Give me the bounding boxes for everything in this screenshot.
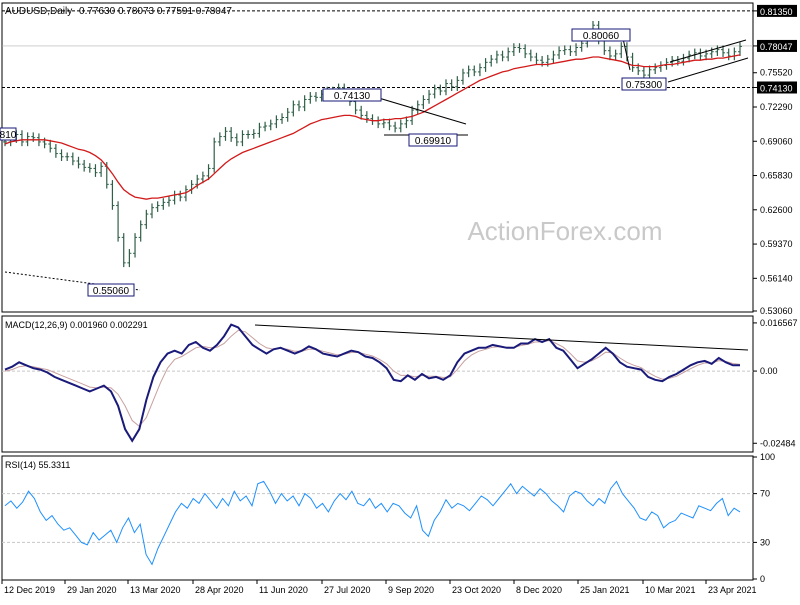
rsi-label: RSI(14) 55.3311 xyxy=(5,460,70,470)
ohlc-header: 0.77630 0.78073 0.77591 0.78047 xyxy=(79,6,232,17)
price-tick-label: 0.65830 xyxy=(760,171,793,181)
price-title: AUDUSD,Daily 0.77630 0.78073 0.77591 0.7… xyxy=(5,6,232,17)
macd-trendline xyxy=(254,324,749,351)
price-tag-bg xyxy=(757,81,797,94)
x-tick-label: 8 Dec 2020 xyxy=(516,585,562,595)
annotation-box-5 xyxy=(0,127,17,141)
macd-label: MACD(12,26,9) 0.001960 0.002291 xyxy=(5,320,148,330)
macd-signal-line xyxy=(4,329,741,428)
x-tick-label: 27 Jul 2020 xyxy=(324,585,371,595)
watermark-text: ActionForex.com xyxy=(467,216,662,246)
price-tag-label: 0.81350 xyxy=(760,7,793,17)
price-tag-label: 0.78047 xyxy=(760,42,793,52)
x-tick-label: 23 Oct 2020 xyxy=(452,585,501,595)
sma-line xyxy=(4,54,741,200)
rsi-tick-label: 100 xyxy=(760,452,775,462)
price-tick-label: 0.56140 xyxy=(760,273,793,283)
price-panel-frame xyxy=(1,2,754,313)
rsi-tick-label: 70 xyxy=(760,489,770,499)
macd-tick-label: 0.00 xyxy=(760,366,778,376)
rsi-tick-label: 30 xyxy=(760,537,770,547)
x-axis: 12 Dec 2019 29 Jan 2020 13 Mar 2020 28 Apr … xyxy=(1,580,757,595)
macd-main-line xyxy=(4,323,740,443)
price-tag-bg xyxy=(757,4,797,17)
triangle-upper-line xyxy=(371,95,467,125)
price-tick-label: 0.62600 xyxy=(760,205,793,215)
rsi-gridlines xyxy=(2,493,753,543)
price-tick-label: 0.69060 xyxy=(760,136,793,146)
annotation-label-2: 0.75300 xyxy=(626,80,663,91)
x-tick-label: 11 Jun 2020 xyxy=(259,585,308,595)
annotation-box-3 xyxy=(408,133,458,147)
macd-panel-frame xyxy=(1,315,754,453)
macd-tick-label: 0.016567 xyxy=(760,318,798,328)
x-tick-label: 13 Mar 2020 xyxy=(130,585,181,595)
annotation-label-3: 0.69910 xyxy=(415,136,452,147)
price-drawings: 0.80060 0.74130 0.75300 0.69910 0.55060 810 xyxy=(0,28,749,297)
price-tick-label: 0.59370 xyxy=(760,239,793,249)
price-tag-label: 0.74130 xyxy=(760,83,793,93)
annotation-label-0: 0.80060 xyxy=(583,31,620,42)
x-tick-label: 12 Dec 2019 xyxy=(4,585,55,595)
x-tick-label: 28 Apr 2020 xyxy=(195,585,244,595)
rsi-line xyxy=(4,480,741,566)
symbol-label: AUDUSD,Daily xyxy=(5,6,72,17)
price-tick-label: 0.53060 xyxy=(760,306,793,316)
rsi-panel-frame xyxy=(1,455,754,581)
x-tick-label: 10 Mar 2021 xyxy=(645,585,696,595)
x-tick-label: 23 Apr 2021 xyxy=(708,585,757,595)
price-gridlines xyxy=(2,10,753,88)
price-tick-label: 0.75520 xyxy=(760,68,793,78)
price-y-axis: 0.81350 0.78047 0.75520 0.74130 0.72290 0.690… xyxy=(753,4,797,316)
annotation-label-4: 0.55060 xyxy=(93,286,130,297)
channel-lower-line xyxy=(667,57,749,83)
annotation-box-4 xyxy=(87,283,135,297)
rsi-y-axis: 100 70 30 0 xyxy=(753,452,775,584)
price-tick-label: 0.72290 xyxy=(760,102,793,112)
macd-tick-label: -0.02484 xyxy=(760,438,796,448)
x-tick-label: 25 Jan 2021 xyxy=(580,585,630,595)
annotation-label-1: 0.74130 xyxy=(334,91,371,102)
annotation-box-2 xyxy=(621,77,667,91)
annotation-box-1 xyxy=(322,88,382,102)
x-tick-label: 9 Sep 2020 xyxy=(388,585,434,595)
annotation-box-0 xyxy=(571,28,631,42)
annotation-label-5: 810 xyxy=(0,130,17,141)
rsi-tick-label: 0 xyxy=(760,574,765,584)
price-tag-bg xyxy=(757,39,797,52)
channel-upper-line xyxy=(669,39,747,63)
x-tick-label: 29 Jan 2020 xyxy=(67,585,117,595)
macd-y-axis: 0.016567 0.00 -0.02484 xyxy=(753,318,798,448)
